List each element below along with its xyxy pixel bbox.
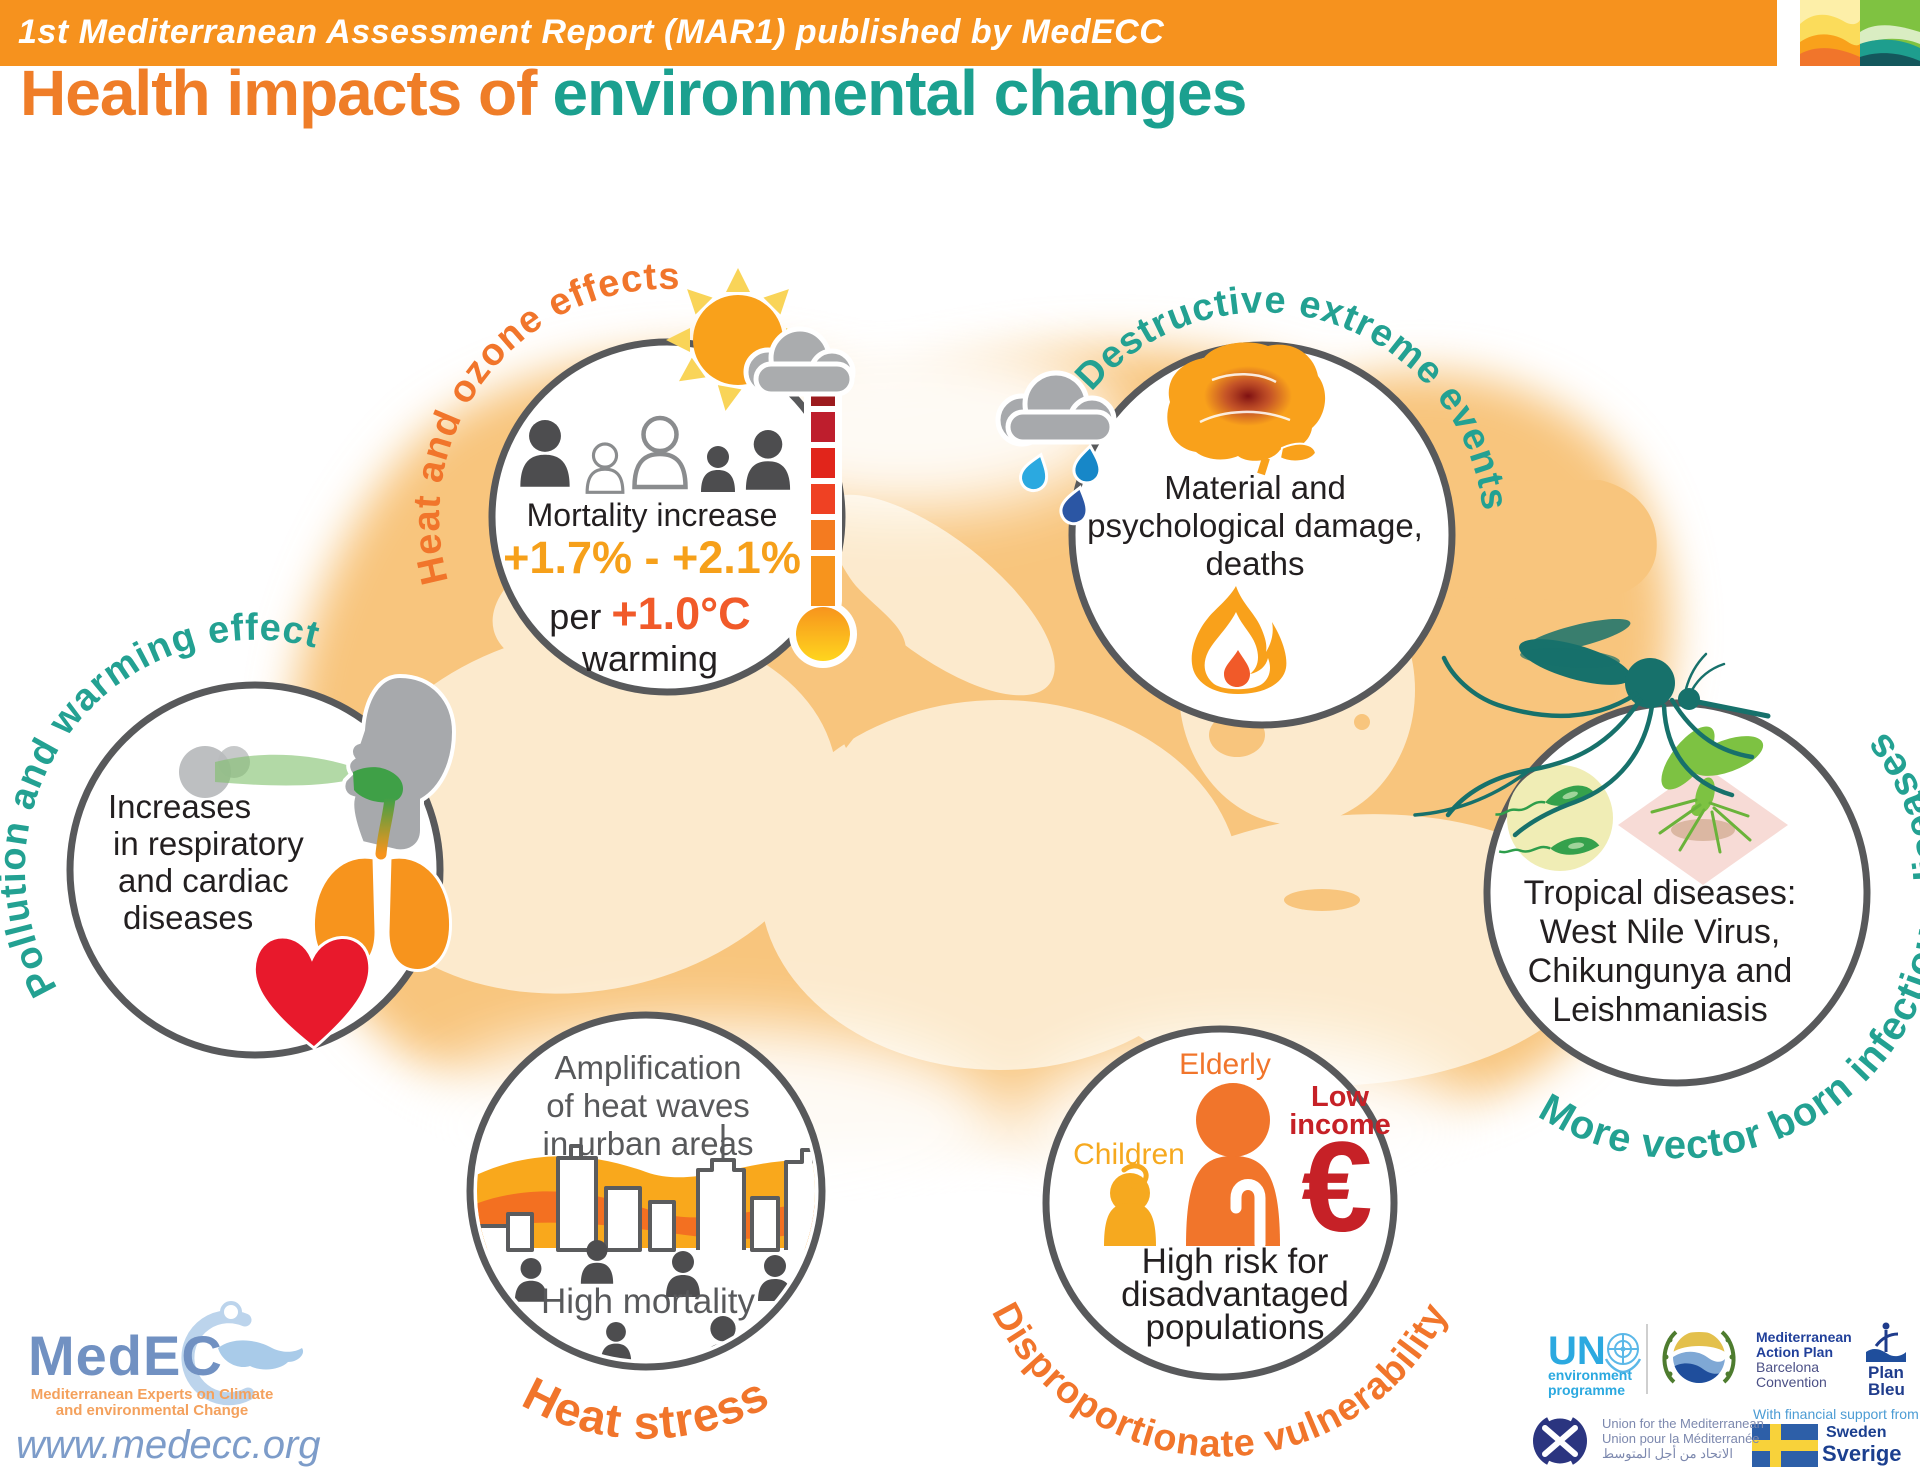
ufm-line1: Union for the Mediterranean: [1602, 1416, 1764, 1431]
map-bc-line2: Action Plan: [1756, 1344, 1834, 1360]
extreme-line1: Material and: [1164, 469, 1346, 506]
heat-ozone-delta: +1.0°C: [611, 588, 751, 639]
extreme-line2: psychological damage,: [1087, 507, 1423, 544]
map-bc-line3: Barcelona: [1756, 1359, 1820, 1375]
heat-ozone-per: per: [549, 596, 602, 637]
heat-stress-line1: Amplification: [554, 1049, 742, 1086]
fire-icon: [1191, 586, 1287, 694]
heat-stress-curved-label: Heat stress: [515, 1366, 776, 1448]
sweden-sv: Sverige: [1822, 1441, 1902, 1466]
low-income-label-1: Low: [1311, 1081, 1369, 1113]
sweden-en: Sweden: [1826, 1424, 1887, 1441]
mosquito-icon: [1413, 618, 1771, 838]
plan-bleu-line2: Bleu: [1868, 1380, 1905, 1399]
elderly-label: Elderly: [1179, 1048, 1271, 1081]
ufm-line3-arabic: الاتحاد من أجل المتوسط: [1602, 1446, 1733, 1461]
pollution-line4: diseases: [123, 899, 254, 936]
heat-ozone-value: +1.7% - +2.1%: [503, 532, 801, 583]
logo-divider: [1646, 1324, 1648, 1394]
vector-line2: West Nile Virus,: [1539, 913, 1781, 951]
medecc-url: www.medecc.org: [16, 1423, 321, 1467]
vector-line3: Chikungunya and: [1527, 952, 1793, 990]
sweden-support-text: With financial support from: [1753, 1406, 1919, 1422]
vector-line1: Tropical diseases:: [1523, 874, 1797, 912]
children-label: Children: [1073, 1138, 1185, 1171]
cloud-icon: [743, 326, 856, 397]
deco-square-yellow: [1800, 0, 1860, 66]
deco-square-green: [1860, 0, 1920, 66]
smoke-icon: [179, 746, 350, 798]
pollution-line3: and cardiac: [118, 862, 289, 899]
brain-icon: [1167, 342, 1326, 476]
heat-ozone-line3: warming: [581, 638, 719, 679]
child-icon: [1104, 1163, 1156, 1246]
banner-text: 1st Mediterranean Assessment Report (MAR…: [18, 13, 1165, 51]
vector-line4: Leishmaniasis: [1552, 991, 1768, 1029]
ufm-line2: Union pour la Méditerranée: [1602, 1431, 1760, 1446]
un-line2: programme: [1548, 1382, 1626, 1398]
elderly-icon: [1186, 1083, 1280, 1250]
page-title: Health impacts of environmental changes: [20, 56, 1247, 130]
parasites-icon: [1495, 765, 1613, 871]
medecc-subtitle-1: Mediterranean Experts on Climate: [30, 1386, 274, 1403]
map-bc-line1: Mediterranean: [1756, 1329, 1852, 1345]
city-skyline-icon: [477, 1124, 815, 1360]
plan-bleu-line1: Plan: [1868, 1363, 1904, 1382]
map-bc-line4: Convention: [1756, 1374, 1827, 1390]
title-part-teal: environmental changes: [552, 57, 1247, 129]
heat-ozone-per-line: per +1.0°C: [549, 588, 751, 639]
medecc-subtitle-2: and environmental Change: [55, 1402, 249, 1419]
euro-icon: €: [1301, 1116, 1373, 1259]
un-line1: environment: [1548, 1367, 1633, 1383]
heart-icon: [252, 935, 372, 1050]
pollution-line1: Increases: [108, 788, 252, 825]
head-profile-icon: [341, 673, 457, 854]
top-banner: 1st Mediterranean Assessment Report (MAR…: [0, 0, 1777, 66]
sandfly-icon: [1618, 726, 1788, 885]
heat-stress-line2: of heat waves: [546, 1087, 750, 1124]
heat-ozone-line1: Mortality increase: [526, 497, 778, 533]
heat-stress-line3: in urban areas: [542, 1125, 754, 1162]
low-income-label-2: income: [1289, 1109, 1391, 1141]
vulnerability-line1: High risk for: [1141, 1242, 1329, 1281]
un-emblem-icon: [1604, 1333, 1642, 1374]
ufm-logo-icon: [1533, 1413, 1587, 1469]
rain-cloud-icon: [995, 370, 1117, 529]
sweden-flag-icon: [1752, 1424, 1818, 1467]
thermometer-icon: [789, 368, 857, 668]
extreme-line3: deaths: [1205, 545, 1305, 582]
map-barcelona-logo-icon: [1662, 1330, 1736, 1384]
title-part-orange: Health impacts of: [20, 57, 537, 129]
heat-stress-label-path: Heat stress: [515, 1366, 777, 1448]
pollution-line2: in respiratory: [113, 825, 304, 862]
vulnerability-line2: disadvantaged: [1121, 1275, 1349, 1314]
medecc-wordmark: MedEC: [28, 1324, 223, 1387]
un-wordmark: UN: [1548, 1329, 1606, 1373]
heat-stress-line4: High mortality: [541, 1282, 755, 1321]
plan-bleu-logo-icon: [1866, 1322, 1906, 1362]
medecc-logo-icon: [181, 1301, 304, 1406]
vulnerability-line3: populations: [1145, 1308, 1325, 1347]
respiratory-illustration: [179, 673, 457, 1050]
